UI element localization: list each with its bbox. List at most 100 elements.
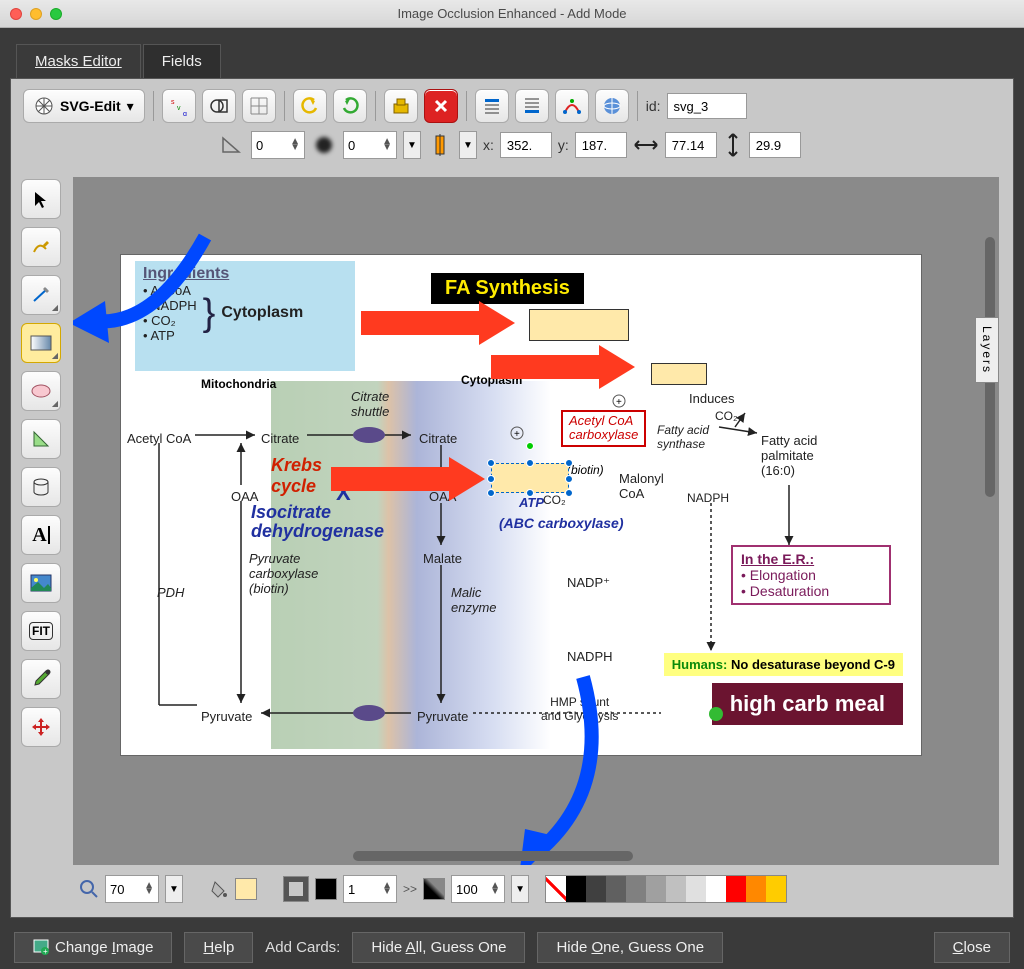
cylinder-icon xyxy=(31,477,51,497)
occlusion-mask-1[interactable] xyxy=(529,309,629,341)
hmp-label: HMP shunt and Glycolysis xyxy=(541,695,618,723)
palette-color[interactable] xyxy=(626,876,646,902)
move-bottom-button[interactable] xyxy=(515,89,549,123)
opacity-swatch[interactable] xyxy=(423,878,445,900)
eyedropper-tool[interactable] xyxy=(21,659,61,699)
stepper-icon[interactable]: ▲▼ xyxy=(382,139,392,151)
height-input[interactable]: 29.9 xyxy=(749,132,801,158)
resize-handle[interactable] xyxy=(526,489,534,497)
change-image-button[interactable]: + Change Image xyxy=(14,932,172,963)
window-title: Image Occlusion Enhanced - Add Mode xyxy=(0,6,1024,21)
occlusion-mask-2[interactable] xyxy=(651,363,707,385)
tab-fields[interactable]: Fields xyxy=(143,44,221,78)
palette-color[interactable] xyxy=(686,876,706,902)
id-input[interactable]: svg_3 xyxy=(667,93,747,119)
layers-panel-toggle[interactable]: Layers xyxy=(975,317,999,383)
align-dropdown[interactable]: ▼ xyxy=(459,131,477,159)
grid-button[interactable] xyxy=(242,89,276,123)
help-button[interactable]: Help xyxy=(184,932,253,963)
globe-icon xyxy=(602,96,622,116)
move-icon xyxy=(30,716,52,738)
palette-color[interactable] xyxy=(706,876,726,902)
resize-handle[interactable] xyxy=(565,489,573,497)
zoom-input[interactable]: 70▲▼ xyxy=(105,875,159,903)
select-tool[interactable] xyxy=(21,179,61,219)
y-input[interactable]: 187. xyxy=(575,132,627,158)
ellipse-tool[interactable]: ◢ xyxy=(21,371,61,411)
palette-none[interactable] xyxy=(546,876,566,902)
horizontal-scrollbar[interactable] xyxy=(353,851,633,861)
height-value: 29.9 xyxy=(756,138,781,153)
wireframe-button[interactable] xyxy=(202,89,236,123)
id-value: svg_3 xyxy=(674,99,709,114)
palette-color[interactable] xyxy=(606,876,626,902)
rotate-handle[interactable] xyxy=(526,442,534,450)
fit-label: FIT xyxy=(29,622,53,640)
stroke-swatch-inner[interactable] xyxy=(315,878,337,900)
stroke-width-input[interactable]: 1▲▼ xyxy=(343,875,397,903)
zoom-icon xyxy=(79,879,99,899)
clone-icon xyxy=(391,96,411,116)
resize-handle[interactable] xyxy=(565,475,573,483)
rect-tool[interactable]: ◢ xyxy=(21,323,61,363)
canvas-viewport[interactable]: Ingredients • AcCoA • NADPH • CO₂ • ATP … xyxy=(73,177,999,865)
opacity-input[interactable]: 100▲▼ xyxy=(451,875,505,903)
path-tool[interactable] xyxy=(21,419,61,459)
palette-color[interactable] xyxy=(726,876,746,902)
palette-color[interactable] xyxy=(746,876,766,902)
color-palette[interactable] xyxy=(545,875,787,903)
ingredient-2: • NADPH xyxy=(143,298,197,313)
hyperlink-button[interactable] xyxy=(595,89,629,123)
hide-one-button[interactable]: Hide One, Guess One xyxy=(537,932,723,963)
palette-color[interactable] xyxy=(766,876,786,902)
acetylcoa-label: Acetyl CoA xyxy=(127,431,191,446)
text-tool[interactable]: A xyxy=(21,515,61,555)
zoom-dropdown[interactable]: ▼ xyxy=(165,875,183,903)
pencil-tool[interactable] xyxy=(21,227,61,267)
shape-tool[interactable] xyxy=(21,467,61,507)
stroke-swatch-outer[interactable] xyxy=(283,876,309,902)
angle-input[interactable]: 0 ▲▼ xyxy=(251,131,305,159)
palette-color[interactable] xyxy=(566,876,586,902)
hide-all-button[interactable]: Hide All, Guess One xyxy=(352,932,525,963)
resize-handle[interactable] xyxy=(565,459,573,467)
resize-handle[interactable] xyxy=(526,459,534,467)
fill-swatch[interactable] xyxy=(235,878,257,900)
x-input[interactable]: 352. xyxy=(500,132,552,158)
opacity-dropdown[interactable]: ▼ xyxy=(511,875,529,903)
stepper-icon[interactable]: ▲▼ xyxy=(144,883,154,895)
blur-input[interactable]: 0▲▼ xyxy=(343,131,397,159)
close-button[interactable]: Close xyxy=(934,932,1010,963)
canvas[interactable]: Ingredients • AcCoA • NADPH • CO₂ • ATP … xyxy=(121,255,921,755)
angle-value: 0 xyxy=(256,138,263,153)
edit-source-button[interactable]: svg xyxy=(162,89,196,123)
blur-dropdown[interactable]: ▼ xyxy=(403,131,421,159)
delete-button[interactable] xyxy=(424,89,458,123)
resize-handle[interactable] xyxy=(487,475,495,483)
stepper-icon[interactable]: ▲▼ xyxy=(490,883,500,895)
palette-color[interactable] xyxy=(666,876,686,902)
redo-button[interactable] xyxy=(333,89,367,123)
convert-path-button[interactable] xyxy=(555,89,589,123)
svg-edit-menu-button[interactable]: SVG-Edit ▾ xyxy=(23,89,145,123)
mitochondria-label: Mitochondria xyxy=(201,377,276,391)
width-input[interactable]: 77.14 xyxy=(665,132,717,158)
fit-tool[interactable]: FIT xyxy=(21,611,61,651)
undo-button[interactable] xyxy=(293,89,327,123)
stepper-icon[interactable]: ▲▼ xyxy=(290,139,300,151)
palette-color[interactable] xyxy=(586,876,606,902)
resize-handle[interactable] xyxy=(487,489,495,497)
pyruvate-label: Pyruvate xyxy=(201,709,252,724)
x-value: 352. xyxy=(507,138,532,153)
line-tool[interactable]: ◢ xyxy=(21,275,61,315)
move-top-button[interactable] xyxy=(475,89,509,123)
stepper-icon[interactable]: ▲▼ xyxy=(382,883,392,895)
divider xyxy=(153,91,154,121)
clone-button[interactable] xyxy=(384,89,418,123)
image-tool[interactable] xyxy=(21,563,61,603)
tab-masks-editor[interactable]: Masks Editor xyxy=(16,44,141,78)
palette-color[interactable] xyxy=(646,876,666,902)
occlusion-mask-selected[interactable] xyxy=(491,463,569,493)
move-tool[interactable] xyxy=(21,707,61,747)
resize-handle[interactable] xyxy=(487,459,495,467)
